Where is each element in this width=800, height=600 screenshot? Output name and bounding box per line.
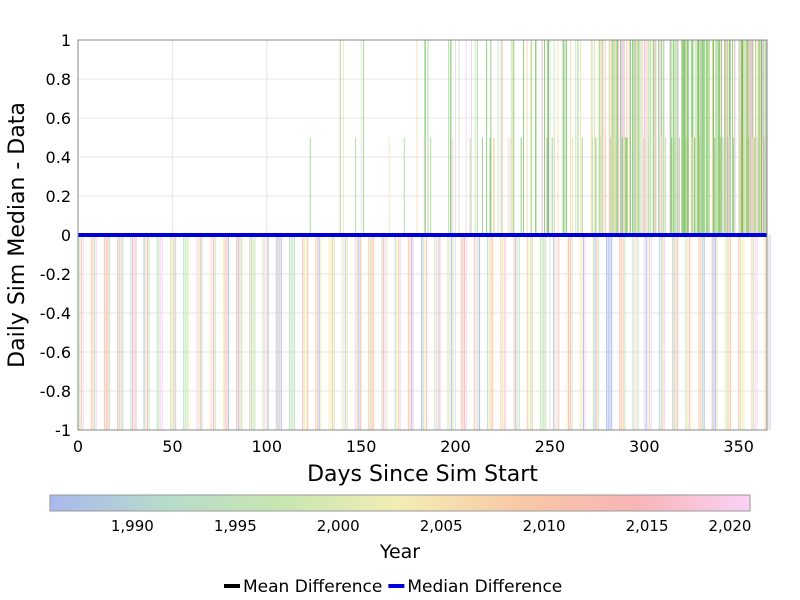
colorbar-tick-label: 2,005 xyxy=(420,517,463,535)
x-axis-label: Days Since Sim Start xyxy=(307,462,538,487)
colorbar-label: Year xyxy=(379,541,420,563)
colorbar-tick-label: 2,000 xyxy=(317,517,360,535)
colorbar-tick-label: 2,010 xyxy=(523,517,566,535)
y-tick-label: -0.4 xyxy=(40,304,71,323)
y-tick-label: 1 xyxy=(61,31,71,50)
colorbar-tick-label: 2,020 xyxy=(709,517,752,535)
x-tick-label: 50 xyxy=(162,437,182,456)
legend-label-median: Median Difference xyxy=(407,577,562,597)
colorbar-tick-label: 1,995 xyxy=(214,517,257,535)
x-tick-label: 350 xyxy=(723,437,754,456)
y-tick-label: -0.2 xyxy=(40,265,71,284)
x-tick-label: 0 xyxy=(73,437,83,456)
y-tick-label: -0.6 xyxy=(40,343,71,362)
background-traces xyxy=(77,40,771,430)
legend: Mean Difference Median Difference xyxy=(224,577,562,597)
x-tick-label: 300 xyxy=(629,437,660,456)
y-tick-label: -0.8 xyxy=(40,382,71,401)
colorbar-ticks: 1,990 1,995 2,000 2,005 2,010 2,015 2,020 xyxy=(111,517,752,535)
x-tick-label: 200 xyxy=(440,437,471,456)
plot-frame xyxy=(77,39,768,431)
y-tick-label: 0.4 xyxy=(46,148,71,167)
x-tick-label: 100 xyxy=(251,437,282,456)
legend-label-mean: Mean Difference xyxy=(243,577,382,597)
x-tick-label: 150 xyxy=(346,437,377,456)
y-tick-label: -1 xyxy=(55,421,71,440)
colorbar-tick-label: 1,990 xyxy=(111,517,154,535)
y-tick-label: 0.8 xyxy=(46,70,71,89)
x-tick-label: 250 xyxy=(535,437,566,456)
y-tick-label: 0.6 xyxy=(46,109,71,128)
colorbar xyxy=(49,494,751,512)
y-axis-ticks: 1 0.8 0.6 0.4 0.2 0 -0.2 -0.4 -0.6 -0.8 -1 xyxy=(40,31,71,440)
x-axis-ticks: 0 50 100 150 200 250 300 350 xyxy=(73,437,754,456)
y-tick-label: 0 xyxy=(61,226,71,245)
y-axis-label: Daily Sim Median - Data xyxy=(5,102,30,368)
y-tick-label: 0.2 xyxy=(46,187,71,206)
colorbar-tick-label: 2,015 xyxy=(626,517,669,535)
